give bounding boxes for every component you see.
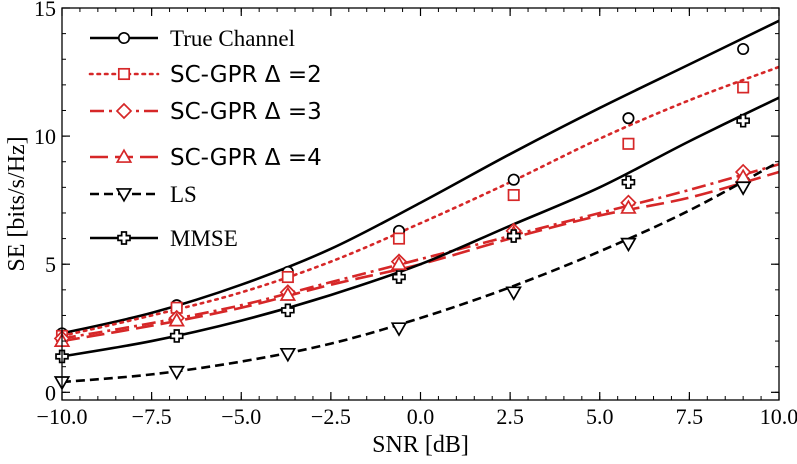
x-tick-label: 7.5	[676, 404, 704, 429]
x-tick-label: 0.0	[407, 404, 435, 429]
series-markers-2	[53, 163, 752, 347]
legend-label: SC-GPR Δ =4	[170, 145, 322, 171]
data-point-marker	[507, 188, 520, 202]
marker-layer	[53, 42, 752, 391]
legend-label: LS	[170, 182, 197, 207]
data-point-marker	[737, 81, 750, 94]
legend-label: SC-GPR Δ =3	[170, 99, 322, 125]
data-point-marker	[505, 286, 522, 301]
legend-item: SC-GPR Δ =3	[90, 99, 322, 125]
x-tick-label: −2.5	[311, 404, 351, 429]
data-point-marker	[737, 42, 750, 56]
series-markers-0	[55, 42, 750, 340]
data-point-marker	[622, 112, 635, 125]
data-point-marker	[620, 199, 637, 214]
legend-item: MMSE	[90, 226, 238, 251]
legend-item: True Channel	[90, 26, 295, 51]
data-point-marker	[169, 329, 184, 343]
legend-marker	[115, 188, 133, 203]
series-layer	[53, 19, 779, 391]
data-point-marker	[281, 303, 295, 318]
legend-item: SC-GPR Δ =2	[88, 62, 322, 88]
data-point-marker	[279, 286, 297, 301]
y-tick-label: 5	[45, 252, 56, 277]
x-tick-label: 2.5	[496, 404, 524, 429]
data-point-marker	[392, 270, 406, 284]
x-tick-label: 5.0	[586, 404, 614, 429]
data-point-marker	[736, 113, 750, 128]
legend-item: SC-GPR Δ =4	[90, 145, 322, 171]
data-point-marker	[507, 173, 520, 186]
x-tick-label: −7.5	[132, 404, 172, 429]
x-tick-label: −5.0	[221, 404, 261, 429]
x-tick-label: 10.0	[760, 404, 797, 429]
series-line-0	[62, 19, 779, 335]
y-tick-label: 15	[34, 0, 56, 21]
x-axis-label: SNR [dB]	[372, 432, 469, 458]
data-point-marker	[622, 137, 635, 150]
data-point-marker	[620, 237, 637, 253]
legend-item: LS	[90, 182, 197, 207]
legend-marker	[115, 148, 133, 163]
data-point-marker	[279, 347, 297, 363]
y-axis-label: SE [bits/s/Hz]	[4, 136, 30, 271]
data-point-marker	[392, 232, 406, 245]
data-point-marker	[621, 175, 636, 190]
legend-marker	[117, 231, 131, 245]
series-markers-5	[55, 113, 750, 364]
y-tick-label: 10	[34, 124, 56, 149]
data-point-marker	[168, 312, 185, 327]
ticks-layer: −10.0 −7.5 −5.0 −2.5 0.0 2.5 5.0 7.5 10.0 0 5 10 15	[34, 0, 797, 429]
data-point-marker	[734, 181, 752, 196]
data-point-marker	[390, 255, 408, 271]
data-point-marker	[168, 365, 185, 381]
data-point-marker	[390, 322, 408, 337]
legend-label: SC-GPR Δ =2	[170, 62, 322, 88]
x-tick-label: −10.0	[37, 404, 88, 429]
legend-marker	[117, 31, 131, 45]
data-point-marker	[281, 270, 294, 284]
legend-label: True Channel	[170, 26, 295, 51]
y-tick-label: 0	[45, 380, 56, 405]
legend-marker	[115, 102, 133, 120]
data-point-marker	[506, 229, 521, 243]
legend: True Channel SC-GPR Δ =2 SC-GPR Δ =3 SC-GPR…	[88, 26, 322, 251]
legend-marker	[117, 67, 131, 81]
legend-label: MMSE	[170, 226, 238, 251]
